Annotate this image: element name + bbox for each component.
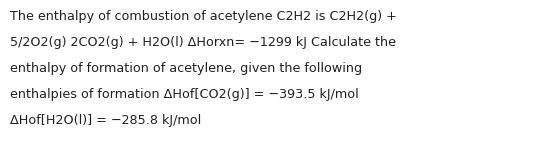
Text: enthalpies of formation ΔHof[CO2(g)] = −393.5 kJ/mol: enthalpies of formation ΔHof[CO2(g)] = −… [10,88,359,101]
Text: 5/2O2(g) 2CO2(g) + H2O(l) ΔHorxn= −1299 kJ Calculate the: 5/2O2(g) 2CO2(g) + H2O(l) ΔHorxn= −1299 … [10,36,396,49]
Text: enthalpy of formation of acetylene, given the following: enthalpy of formation of acetylene, give… [10,62,362,75]
Text: The enthalpy of combustion of acetylene C2H2 is C2H2(g) +: The enthalpy of combustion of acetylene … [10,10,397,23]
Text: ΔHof[H2O(l)] = −285.8 kJ/mol: ΔHof[H2O(l)] = −285.8 kJ/mol [10,114,201,127]
